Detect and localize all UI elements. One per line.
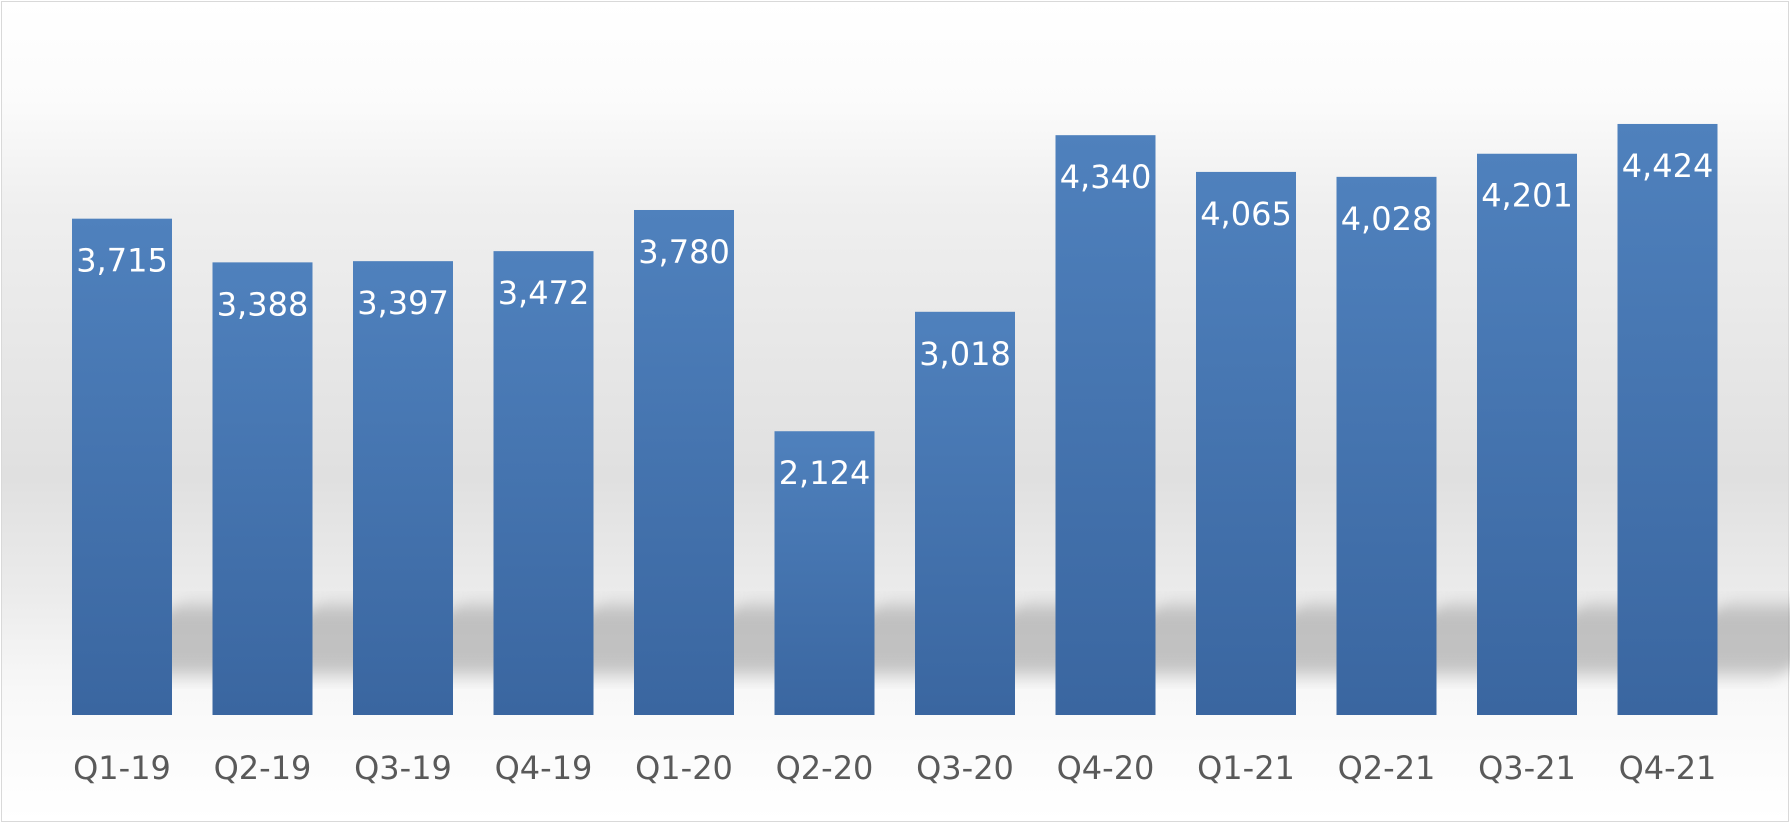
bar-q4-20 [1055,135,1156,715]
bars [72,123,1718,716]
x-tick-label: Q2-19 [214,749,312,787]
bar-q2-19 [212,262,313,715]
x-tick-label: Q2-20 [776,749,874,787]
x-tick-label: Q1-20 [635,749,733,787]
x-tick-label: Q3-20 [916,749,1014,787]
data-label: 4,065 [1200,195,1292,233]
bar-q2-21 [1336,176,1437,716]
data-label: 2,124 [779,454,871,492]
data-label: 3,018 [919,335,1011,373]
bar-q4-21 [1617,123,1718,715]
data-label: 3,780 [638,233,730,271]
x-tick-label: Q4-20 [1057,749,1155,787]
x-tick-label: Q3-21 [1478,749,1576,787]
data-label: 4,201 [1481,177,1573,215]
bar-q3-19 [353,261,453,715]
bar-q4-19 [493,251,594,715]
bar-q1-19 [72,218,172,715]
x-tick-label: Q2-21 [1338,749,1436,787]
x-tick-label: Q3-19 [354,749,452,787]
x-tick-label: Q4-21 [1619,749,1717,787]
data-label: 4,340 [1060,158,1152,196]
x-tick-label: Q1-21 [1197,749,1295,787]
data-label: 4,028 [1341,200,1433,238]
x-tick-label: Q1-19 [73,749,171,787]
bar-q2-20 [774,431,875,715]
data-label: 3,715 [76,242,168,280]
x-tick-label: Q4-19 [495,749,593,787]
data-label: 3,472 [498,274,590,312]
data-label: 4,424 [1622,147,1714,185]
x-axis-tick-labels: Q1-19 Q2-19 Q3-19 Q4-19 Q1-20 Q2-20 Q3-20 Q4-20… [73,749,1716,787]
bar-q1-21 [1196,171,1296,715]
data-labels: 3,715 3,388 3,397 3,472 3,780 2,124 3,018 4,340… [76,147,1713,492]
data-label: 3,397 [357,284,449,322]
bar-q3-21 [1477,153,1577,715]
bar-q3-20 [915,311,1015,715]
data-label: 3,388 [217,285,309,323]
bar-q1-20 [634,209,734,715]
